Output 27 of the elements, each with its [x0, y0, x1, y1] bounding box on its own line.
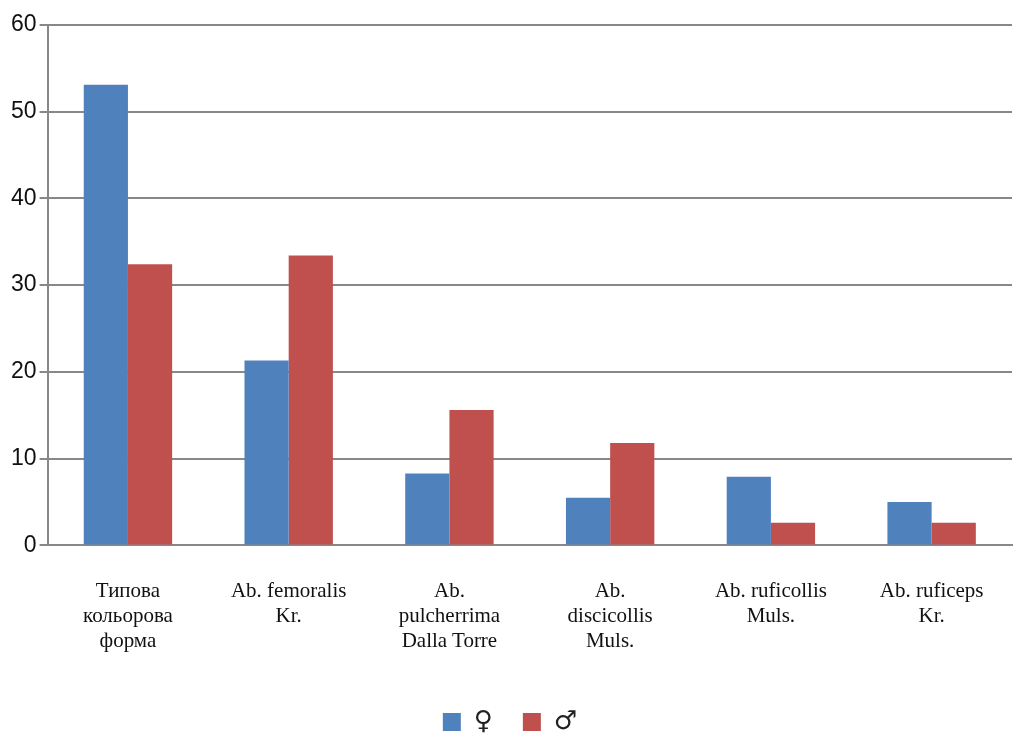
legend-label: ♀	[473, 704, 493, 735]
y-tick-label: 30	[10, 270, 37, 297]
bar	[565, 497, 611, 545]
x-tick-label: Ab. pulcherrima Dalla Torre	[398, 577, 501, 652]
y-tick-label: 0	[23, 530, 37, 557]
y-tick-label: 40	[10, 183, 37, 210]
bar	[405, 473, 450, 545]
bar	[127, 264, 173, 545]
y-tick-label: 50	[10, 96, 37, 123]
x-tick-label: Ab. discicollis Muls.	[567, 577, 653, 652]
x-tick-label: Ab. ruficeps Kr.	[879, 577, 984, 627]
bar	[288, 255, 333, 545]
y-tick-label: 10	[10, 443, 37, 470]
bar	[887, 502, 932, 545]
y-tick-label: 60	[10, 10, 37, 37]
x-tick-label: Ab. femoralis Kr.	[230, 577, 347, 627]
bar	[449, 410, 494, 545]
bar	[770, 522, 816, 545]
bar	[244, 360, 289, 545]
bar	[726, 476, 771, 545]
bar	[931, 522, 976, 545]
legend-label: ♂	[553, 704, 578, 735]
y-tick-label: 20	[10, 357, 37, 384]
x-tick-label: Ab. ruficollis Muls.	[714, 577, 827, 627]
x-tick-label: Типова кольорова форма	[83, 577, 174, 652]
bar	[610, 443, 655, 545]
bar	[83, 84, 128, 545]
